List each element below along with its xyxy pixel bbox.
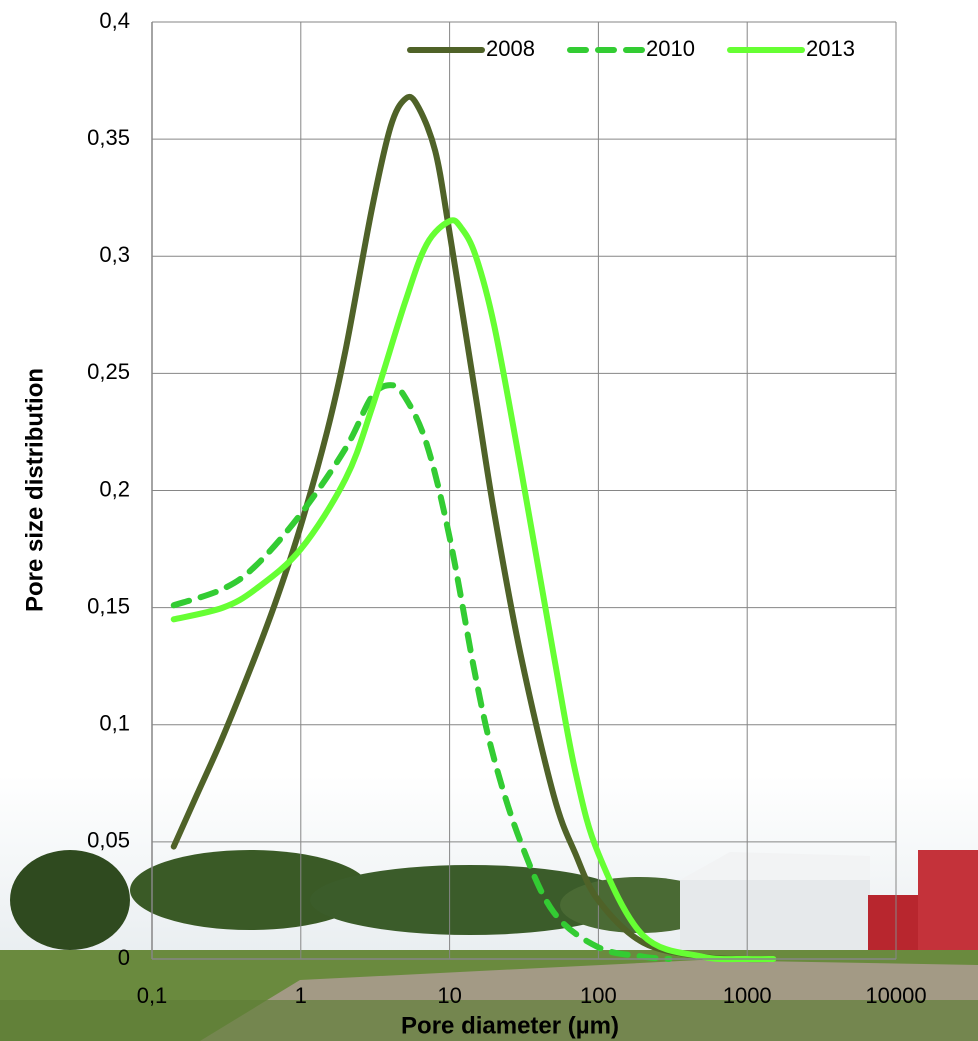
y-tick-label: 0,15 [87, 593, 130, 618]
x-axis-title: Pore diameter (µm) [401, 1012, 619, 1039]
y-tick-label: 0,4 [99, 8, 130, 33]
y-tick-label: 0,35 [87, 125, 130, 150]
y-tick-label: 0,25 [87, 359, 130, 384]
x-tick-label: 10000 [865, 983, 926, 1008]
y-tick-label: 0,1 [99, 711, 130, 736]
y-tick-label: 0,05 [87, 828, 130, 853]
y-tick-label: 0 [118, 945, 130, 970]
chart: Pore diameter (µm) Pore size distributio… [0, 0, 978, 1041]
y-tick-label: 0,3 [99, 242, 130, 267]
y-axis-title: Pore size distribution [21, 368, 48, 612]
x-tick-label: 10 [437, 983, 461, 1008]
legend-label: 2013 [806, 36, 855, 61]
x-tick-label: 100 [580, 983, 617, 1008]
y-tick-label: 0,2 [99, 476, 130, 501]
legend-label: 2008 [486, 36, 535, 61]
x-tick-label: 0,1 [137, 983, 168, 1008]
legend-label: 2010 [646, 36, 695, 61]
x-tick-label: 1 [295, 983, 307, 1008]
x-tick-label: 1000 [723, 983, 772, 1008]
